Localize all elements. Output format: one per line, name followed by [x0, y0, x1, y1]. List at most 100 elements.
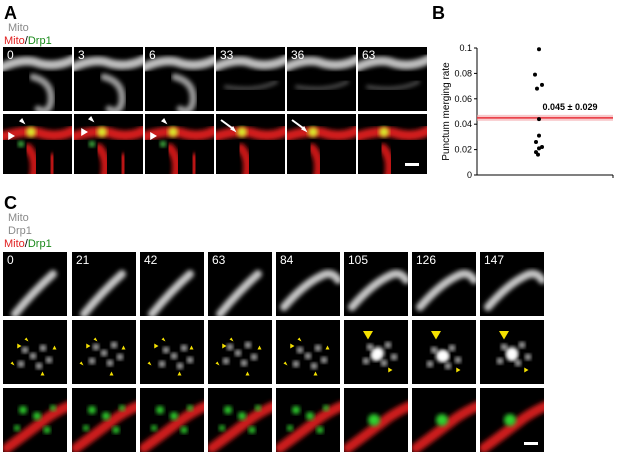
timepoint-label: 36: [291, 48, 305, 62]
panel-a-mito-tile-image: [358, 55, 427, 91]
panel-c-merge-tile-image: [3, 401, 67, 452]
merge-label-mito: Mito: [4, 238, 25, 250]
arrowhead-marker: [147, 361, 152, 366]
arrowhead-marker: [150, 132, 157, 140]
panel-c-mito-tile-image: [484, 269, 544, 311]
panel-c-drp1-tile-image: [283, 337, 330, 376]
panel-c-merge-tile-image: [412, 401, 476, 452]
panel-a-merge-tile-image: [145, 118, 214, 174]
data-point: [540, 82, 544, 87]
panel-c-label-merge: Mito/Drp1: [4, 238, 52, 250]
panel-c-merge-tile: [480, 388, 544, 452]
panel-c-drp1-tile-image: [79, 337, 126, 376]
y-tick-label: 0: [467, 170, 472, 180]
arrowhead-marker: [325, 345, 330, 350]
arrowhead-marker: [81, 128, 88, 136]
panel-a-merge-tile: [216, 114, 285, 174]
panel-c-mito-tile: 63: [208, 252, 272, 316]
panel-c-drp1-tile: [480, 320, 544, 384]
arrowhead-marker: [8, 132, 15, 140]
timepoint-label: 147: [484, 253, 505, 267]
arrowhead-marker: [79, 361, 84, 366]
panel-c-mito-tile-image: [348, 269, 408, 311]
panel-a-mito-tile: 33: [216, 47, 285, 111]
panel-c-merge-tile-image: [276, 401, 340, 452]
panel-a-merge-tile: [145, 114, 214, 174]
y-tick-label: 0.04: [454, 119, 472, 129]
panel-c-mito-tile-image: [11, 270, 57, 316]
arrowhead-marker: [154, 343, 159, 349]
timepoint-label: 0: [7, 48, 14, 62]
panel-c-mito-tile-image: [216, 270, 262, 316]
arrowhead-marker: [215, 361, 220, 366]
panel-a-mito-tile: 3: [74, 47, 143, 111]
arrowhead-marker: [17, 343, 22, 349]
arrowhead-marker: [313, 371, 318, 376]
panel-c-drp1-tile: [344, 320, 408, 384]
timepoint-label: 63: [212, 253, 226, 267]
panel-c-drp1-tile: [3, 320, 67, 384]
panel-c-drp1-tile-image: [215, 337, 262, 376]
panel-c-merge-tile: [72, 388, 136, 452]
arrowhead-marker: [189, 345, 194, 350]
panel-a-merge-tile: [74, 114, 143, 174]
panel-c-drp1-tile: [208, 320, 272, 384]
arrowhead-marker: [40, 371, 45, 376]
arrowhead-marker: [161, 337, 166, 342]
panel-a-mito-tile-image: [3, 55, 72, 111]
arrowhead-marker: [19, 118, 26, 125]
panel-c-mito-tile: 0: [3, 252, 67, 316]
data-point: [536, 152, 540, 157]
arrowhead-marker: [177, 371, 182, 376]
timepoint-label: 84: [280, 253, 294, 267]
data-point: [537, 133, 541, 138]
panel-c-drp1-tile-image: [496, 331, 532, 373]
timepoint-label: 6: [149, 48, 156, 62]
panel-c-mito-tile-image: [416, 269, 476, 311]
arrowhead-marker: [121, 345, 126, 350]
panel-a-merge-tile-image: [3, 118, 72, 174]
merge-label-sep: /: [24, 238, 28, 250]
panel-a-letter: A: [4, 3, 17, 23]
data-point: [537, 146, 541, 151]
panel-a-label-merge: Mito/Drp1: [4, 35, 52, 47]
panel-a-merge-tile-image: [287, 119, 356, 174]
panel-c-label-drp1: Drp1: [8, 225, 32, 237]
merge-label-drp1: Drp1: [27, 35, 52, 47]
y-tick-label: 0.08: [454, 68, 472, 78]
panel-c-letter: C: [4, 193, 17, 213]
panel-c-label-mito: Mito: [8, 212, 29, 224]
arrowhead-marker: [388, 367, 393, 373]
panel-c-merge-tile-image: [140, 401, 204, 452]
panel-a-merge-tile: [3, 114, 72, 174]
panel-c-drp1-tile-image: [362, 331, 398, 373]
arrowhead-marker: [109, 371, 114, 376]
data-point: [537, 47, 541, 52]
panel-a-mito-tile-image: [74, 55, 143, 111]
panel-c-drp1-tile: [412, 320, 476, 384]
scale-bar: [524, 442, 538, 445]
arrowhead-marker: [222, 343, 227, 349]
panel-c-mito-tile: 147: [480, 252, 544, 316]
arrowhead-marker: [297, 337, 302, 342]
arrowhead-marker: [93, 337, 98, 342]
data-point: [537, 117, 541, 122]
merge-label-drp1: Drp1: [27, 238, 52, 250]
timepoint-label: 33: [220, 48, 234, 62]
arrowhead-marker: [24, 337, 29, 342]
panel-c-drp1-tile: [276, 320, 340, 384]
arrowhead-marker: [301, 126, 308, 133]
panel-a-mito-tile: 36: [287, 47, 356, 111]
panel-a-merge-tile-image: [358, 125, 427, 174]
scale-bar: [405, 163, 419, 166]
arrowhead-marker: [283, 361, 288, 366]
timepoint-label: 42: [144, 253, 158, 267]
panel-a-mito-tile-image: [287, 55, 356, 91]
data-point: [533, 72, 537, 77]
timepoint-label: 126: [416, 253, 437, 267]
merge-label-sep: /: [24, 35, 28, 47]
panel-b-scatter-chart: 0 0.02 0.04 0.06 0.08 0.1 Punctum merging rate…: [441, 43, 614, 180]
panel-a-mito-tile-image: [145, 55, 214, 111]
data-point: [540, 145, 544, 150]
panel-a-merge-tile: [358, 114, 427, 174]
